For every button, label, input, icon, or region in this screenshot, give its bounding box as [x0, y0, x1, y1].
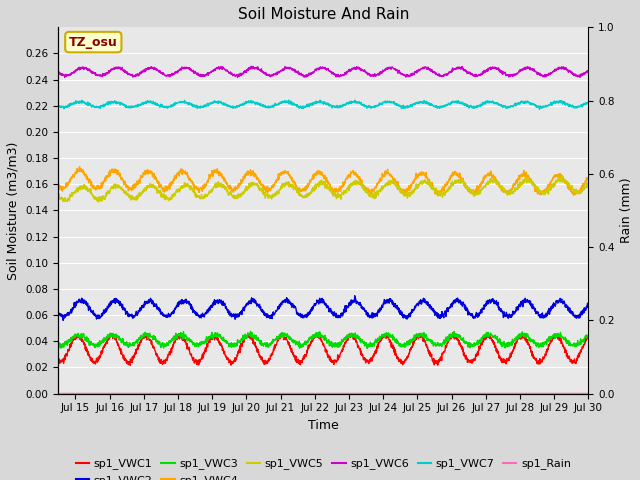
sp1_VWC1 [81, 347, 89, 352]
sp1_Rain [298, 391, 306, 396]
sp1_VWC6 [54, 70, 62, 75]
sp1_Rain [312, 391, 320, 396]
sp1_VWC4 [570, 190, 577, 195]
sp1_VWC1 [570, 359, 577, 364]
sp1_VWC2 [570, 311, 577, 316]
sp1_Rain [54, 391, 62, 396]
Y-axis label: Soil Moisture (m3/m3): Soil Moisture (m3/m3) [7, 141, 20, 280]
sp1_VWC2 [472, 312, 480, 318]
Line: sp1_VWC2: sp1_VWC2 [58, 296, 588, 320]
sp1_VWC2 [312, 300, 320, 306]
sp1_VWC1 [584, 336, 592, 341]
sp1_VWC3 [570, 343, 577, 348]
sp1_VWC5 [570, 190, 577, 195]
Title: Soil Moisture And Rain: Soil Moisture And Rain [237, 7, 409, 22]
sp1_VWC3 [81, 337, 89, 343]
sp1_Rain [81, 391, 89, 396]
sp1_VWC2 [298, 312, 306, 317]
sp1_VWC7 [570, 104, 577, 110]
sp1_Rain [569, 391, 577, 396]
sp1_VWC6 [584, 68, 592, 74]
sp1_VWC2 [584, 303, 592, 309]
X-axis label: Time: Time [308, 419, 339, 432]
sp1_VWC3 [312, 330, 320, 336]
sp1_VWC3 [364, 346, 371, 351]
sp1_VWC1 [570, 360, 577, 366]
sp1_VWC5 [584, 179, 592, 185]
sp1_VWC4 [570, 192, 577, 198]
sp1_VWC6 [570, 72, 577, 78]
sp1_VWC6 [313, 67, 321, 72]
sp1_VWC1 [54, 356, 62, 362]
sp1_VWC3 [472, 341, 480, 347]
sp1_VWC1 [312, 331, 320, 337]
sp1_VWC2 [82, 301, 90, 307]
sp1_VWC7 [316, 97, 324, 103]
sp1_Rain [569, 391, 577, 396]
Line: sp1_VWC1: sp1_VWC1 [58, 333, 588, 365]
sp1_VWC2 [54, 312, 62, 317]
sp1_VWC6 [82, 65, 90, 71]
sp1_VWC4 [472, 186, 480, 192]
sp1_VWC4 [298, 187, 306, 192]
sp1_VWC5 [472, 191, 480, 197]
sp1_VWC1 [298, 360, 306, 365]
sp1_VWC5 [94, 199, 102, 205]
sp1_VWC6 [570, 71, 577, 76]
sp1_VWC1 [449, 330, 457, 336]
sp1_VWC7 [81, 101, 89, 107]
sp1_VWC7 [584, 100, 592, 106]
Line: sp1_VWC7: sp1_VWC7 [58, 100, 588, 109]
sp1_VWC5 [54, 191, 62, 197]
sp1_VWC5 [81, 183, 89, 189]
sp1_VWC4 [434, 193, 442, 199]
sp1_VWC2 [351, 293, 358, 299]
Text: TZ_osu: TZ_osu [69, 36, 118, 48]
sp1_VWC4 [76, 164, 83, 169]
sp1_VWC1 [472, 353, 480, 359]
sp1_VWC7 [312, 98, 320, 104]
sp1_VWC7 [298, 106, 306, 111]
sp1_VWC6 [248, 63, 255, 69]
sp1_VWC7 [472, 103, 480, 109]
sp1_Rain [584, 391, 592, 396]
Y-axis label: Rain (mm): Rain (mm) [620, 178, 633, 243]
Legend: sp1_VWC1, sp1_VWC2, sp1_VWC3, sp1_VWC4, sp1_VWC5, sp1_VWC6, sp1_VWC7, sp1_Rain: sp1_VWC1, sp1_VWC2, sp1_VWC3, sp1_VWC4, … [71, 454, 575, 480]
sp1_VWC4 [82, 172, 90, 178]
sp1_VWC6 [299, 72, 307, 78]
sp1_VWC7 [570, 103, 577, 109]
sp1_VWC5 [312, 185, 320, 191]
sp1_VWC3 [298, 341, 306, 347]
sp1_VWC6 [61, 74, 68, 80]
sp1_VWC4 [584, 175, 592, 180]
sp1_VWC7 [54, 103, 62, 108]
sp1_VWC3 [584, 332, 592, 338]
sp1_VWC3 [54, 341, 62, 347]
sp1_VWC7 [536, 107, 543, 112]
Line: sp1_VWC4: sp1_VWC4 [58, 167, 588, 196]
sp1_VWC5 [298, 193, 306, 199]
sp1_VWC4 [54, 180, 62, 186]
Line: sp1_VWC6: sp1_VWC6 [58, 66, 588, 77]
sp1_VWC2 [570, 312, 577, 318]
sp1_VWC1 [126, 362, 134, 368]
Line: sp1_VWC5: sp1_VWC5 [58, 176, 588, 202]
sp1_VWC4 [312, 172, 320, 178]
sp1_Rain [472, 391, 479, 396]
Line: sp1_VWC3: sp1_VWC3 [58, 331, 588, 348]
sp1_VWC5 [570, 188, 577, 193]
sp1_VWC5 [559, 173, 566, 179]
sp1_VWC3 [246, 328, 254, 334]
sp1_VWC6 [472, 72, 480, 78]
sp1_VWC2 [60, 317, 67, 323]
sp1_VWC3 [570, 342, 577, 348]
